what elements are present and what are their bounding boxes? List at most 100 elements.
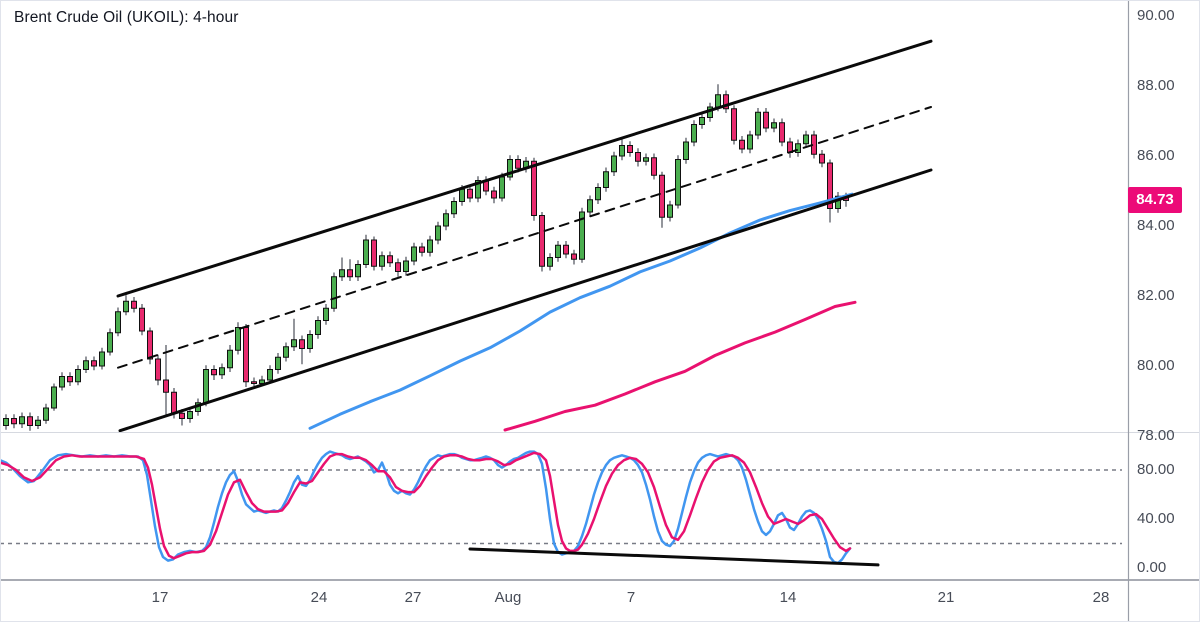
- main-panel[interactable]: [3, 39, 933, 432]
- candle-down[interactable]: [131, 300, 137, 309]
- candle-up[interactable]: [555, 244, 561, 258]
- candle-up[interactable]: [675, 159, 681, 206]
- candle-up[interactable]: [715, 94, 721, 108]
- candle-up[interactable]: [803, 134, 809, 145]
- candle-down[interactable]: [251, 381, 257, 384]
- candle-up[interactable]: [331, 276, 337, 309]
- ma-fast-line[interactable]: [308, 192, 854, 430]
- candle-down[interactable]: [419, 246, 425, 253]
- candle-down[interactable]: [739, 139, 745, 150]
- candle-down[interactable]: [651, 157, 657, 176]
- candle-down[interactable]: [779, 122, 785, 143]
- candle-up[interactable]: [595, 187, 601, 201]
- candle-up[interactable]: [499, 176, 505, 199]
- channel-median-dashed-line[interactable]: [117, 106, 932, 369]
- candle-up[interactable]: [771, 122, 777, 129]
- channel-lower-trendline[interactable]: [118, 168, 933, 432]
- candle-up[interactable]: [355, 264, 361, 278]
- candle-up[interactable]: [747, 134, 753, 150]
- candle-up[interactable]: [683, 141, 689, 160]
- candle-down[interactable]: [627, 145, 633, 153]
- candle-up[interactable]: [187, 411, 193, 419]
- candle-down[interactable]: [531, 160, 537, 216]
- candle-up[interactable]: [443, 213, 449, 227]
- oscillator-panel[interactable]: [0, 450, 1122, 567]
- candle-up[interactable]: [667, 204, 673, 218]
- candle-up[interactable]: [587, 199, 593, 213]
- candle-down[interactable]: [539, 215, 545, 267]
- candle-up[interactable]: [435, 225, 441, 241]
- candle-up[interactable]: [283, 346, 289, 358]
- candle-down[interactable]: [395, 262, 401, 272]
- candle-down[interactable]: [179, 412, 185, 419]
- candle-down[interactable]: [11, 418, 17, 425]
- candle-up[interactable]: [755, 111, 761, 136]
- candle-up[interactable]: [99, 351, 105, 367]
- candle-down[interactable]: [659, 174, 665, 218]
- candle-up[interactable]: [107, 332, 113, 353]
- candle-down[interactable]: [635, 152, 641, 162]
- candle-up[interactable]: [235, 327, 241, 351]
- candle-up[interactable]: [379, 255, 385, 267]
- candle-up[interactable]: [43, 407, 49, 421]
- candle-up[interactable]: [35, 419, 41, 426]
- candle-up[interactable]: [403, 260, 409, 272]
- candle-up[interactable]: [275, 356, 281, 370]
- candle-up[interactable]: [83, 360, 89, 370]
- candle-down[interactable]: [91, 360, 97, 367]
- candle-up[interactable]: [451, 201, 457, 215]
- candle-down[interactable]: [211, 369, 217, 376]
- candle-down[interactable]: [299, 339, 305, 349]
- time-axis[interactable]: [0, 581, 1128, 622]
- candle-down[interactable]: [163, 379, 169, 393]
- candle-up[interactable]: [307, 334, 313, 349]
- stochastic-d-line[interactable]: [0, 451, 852, 560]
- candle-up[interactable]: [427, 239, 433, 253]
- candlestick-series[interactable]: [3, 84, 849, 431]
- candle-up[interactable]: [19, 416, 25, 425]
- candle-down[interactable]: [467, 188, 473, 199]
- candle-up[interactable]: [547, 257, 553, 267]
- candle-down[interactable]: [371, 239, 377, 267]
- candle-down[interactable]: [563, 244, 569, 255]
- candle-up[interactable]: [59, 376, 65, 388]
- candle-up[interactable]: [507, 159, 513, 178]
- candle-up[interactable]: [411, 246, 417, 262]
- candle-down[interactable]: [243, 327, 249, 383]
- candle-down[interactable]: [571, 253, 577, 260]
- candle-up[interactable]: [51, 386, 57, 409]
- candle-up[interactable]: [267, 369, 273, 381]
- candle-down[interactable]: [515, 159, 521, 169]
- candle-up[interactable]: [115, 311, 121, 334]
- candle-up[interactable]: [3, 418, 9, 426]
- candle-up[interactable]: [323, 307, 329, 321]
- candle-down[interactable]: [763, 111, 769, 129]
- candle-down[interactable]: [731, 108, 737, 141]
- candle-up[interactable]: [75, 369, 81, 383]
- candle-down[interactable]: [827, 162, 833, 209]
- candle-up[interactable]: [363, 239, 369, 265]
- candle-down[interactable]: [723, 94, 729, 110]
- candle-up[interactable]: [795, 143, 801, 153]
- candle-down[interactable]: [67, 376, 73, 383]
- candle-down[interactable]: [139, 307, 145, 332]
- candle-up[interactable]: [579, 211, 585, 260]
- candle-down[interactable]: [819, 153, 825, 164]
- ma-slow-line[interactable]: [503, 300, 857, 432]
- candle-down[interactable]: [347, 269, 353, 278]
- candle-up[interactable]: [123, 300, 129, 313]
- candle-up[interactable]: [835, 195, 841, 209]
- oscillator-support-trendline[interactable]: [468, 547, 880, 567]
- candle-down[interactable]: [491, 190, 497, 199]
- candle-up[interactable]: [459, 188, 465, 202]
- candle-up[interactable]: [315, 320, 321, 335]
- candle-up[interactable]: [291, 339, 297, 348]
- candle-up[interactable]: [603, 171, 609, 188]
- candle-down[interactable]: [147, 330, 153, 360]
- candle-up[interactable]: [699, 117, 705, 125]
- candle-down[interactable]: [171, 391, 177, 414]
- candle-up[interactable]: [475, 180, 481, 199]
- candle-down[interactable]: [27, 416, 33, 426]
- candle-up[interactable]: [339, 269, 345, 278]
